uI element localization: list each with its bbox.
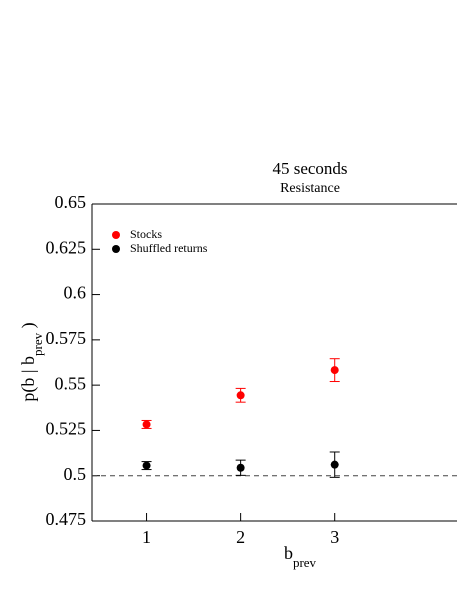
x-axis-label-main: b (284, 543, 293, 563)
x-axis-label-sub: prev (293, 555, 317, 570)
y-tick-label: 0.6 (64, 283, 87, 303)
y-tick-label: 0.5 (64, 464, 87, 484)
y-axis-label: p(b | bprev ) (18, 322, 45, 401)
y-tick-label: 0.625 (46, 237, 87, 257)
legend-marker (112, 245, 120, 253)
legend-label: Stocks (130, 227, 162, 241)
x-tick-label: 3 (330, 527, 339, 547)
y-tick-label: 0.65 (55, 192, 87, 212)
point (330, 366, 339, 375)
legend-marker (112, 231, 120, 239)
chart-subtitle: Resistance (280, 181, 340, 196)
y-tick-label: 0.575 (46, 328, 87, 348)
x-tick-label: 1 (142, 527, 151, 547)
point (142, 461, 151, 470)
x-axis-label: bprev (284, 543, 317, 570)
y-axis-label-main: p(b | b (18, 356, 39, 402)
y-tick-label: 0.525 (46, 419, 87, 439)
chart-title: 45 seconds (272, 159, 347, 178)
point (330, 460, 339, 469)
point (236, 391, 245, 400)
point (236, 463, 245, 472)
y-axis-label-sub: prev (30, 332, 45, 356)
x-tick-label: 2 (236, 527, 245, 547)
y-tick-label: 0.475 (46, 509, 87, 529)
point (142, 420, 151, 429)
y-tick-label: 0.55 (55, 373, 87, 393)
y-axis-label-end: ) (18, 322, 39, 333)
legend-label: Shuffled returns (130, 241, 208, 255)
